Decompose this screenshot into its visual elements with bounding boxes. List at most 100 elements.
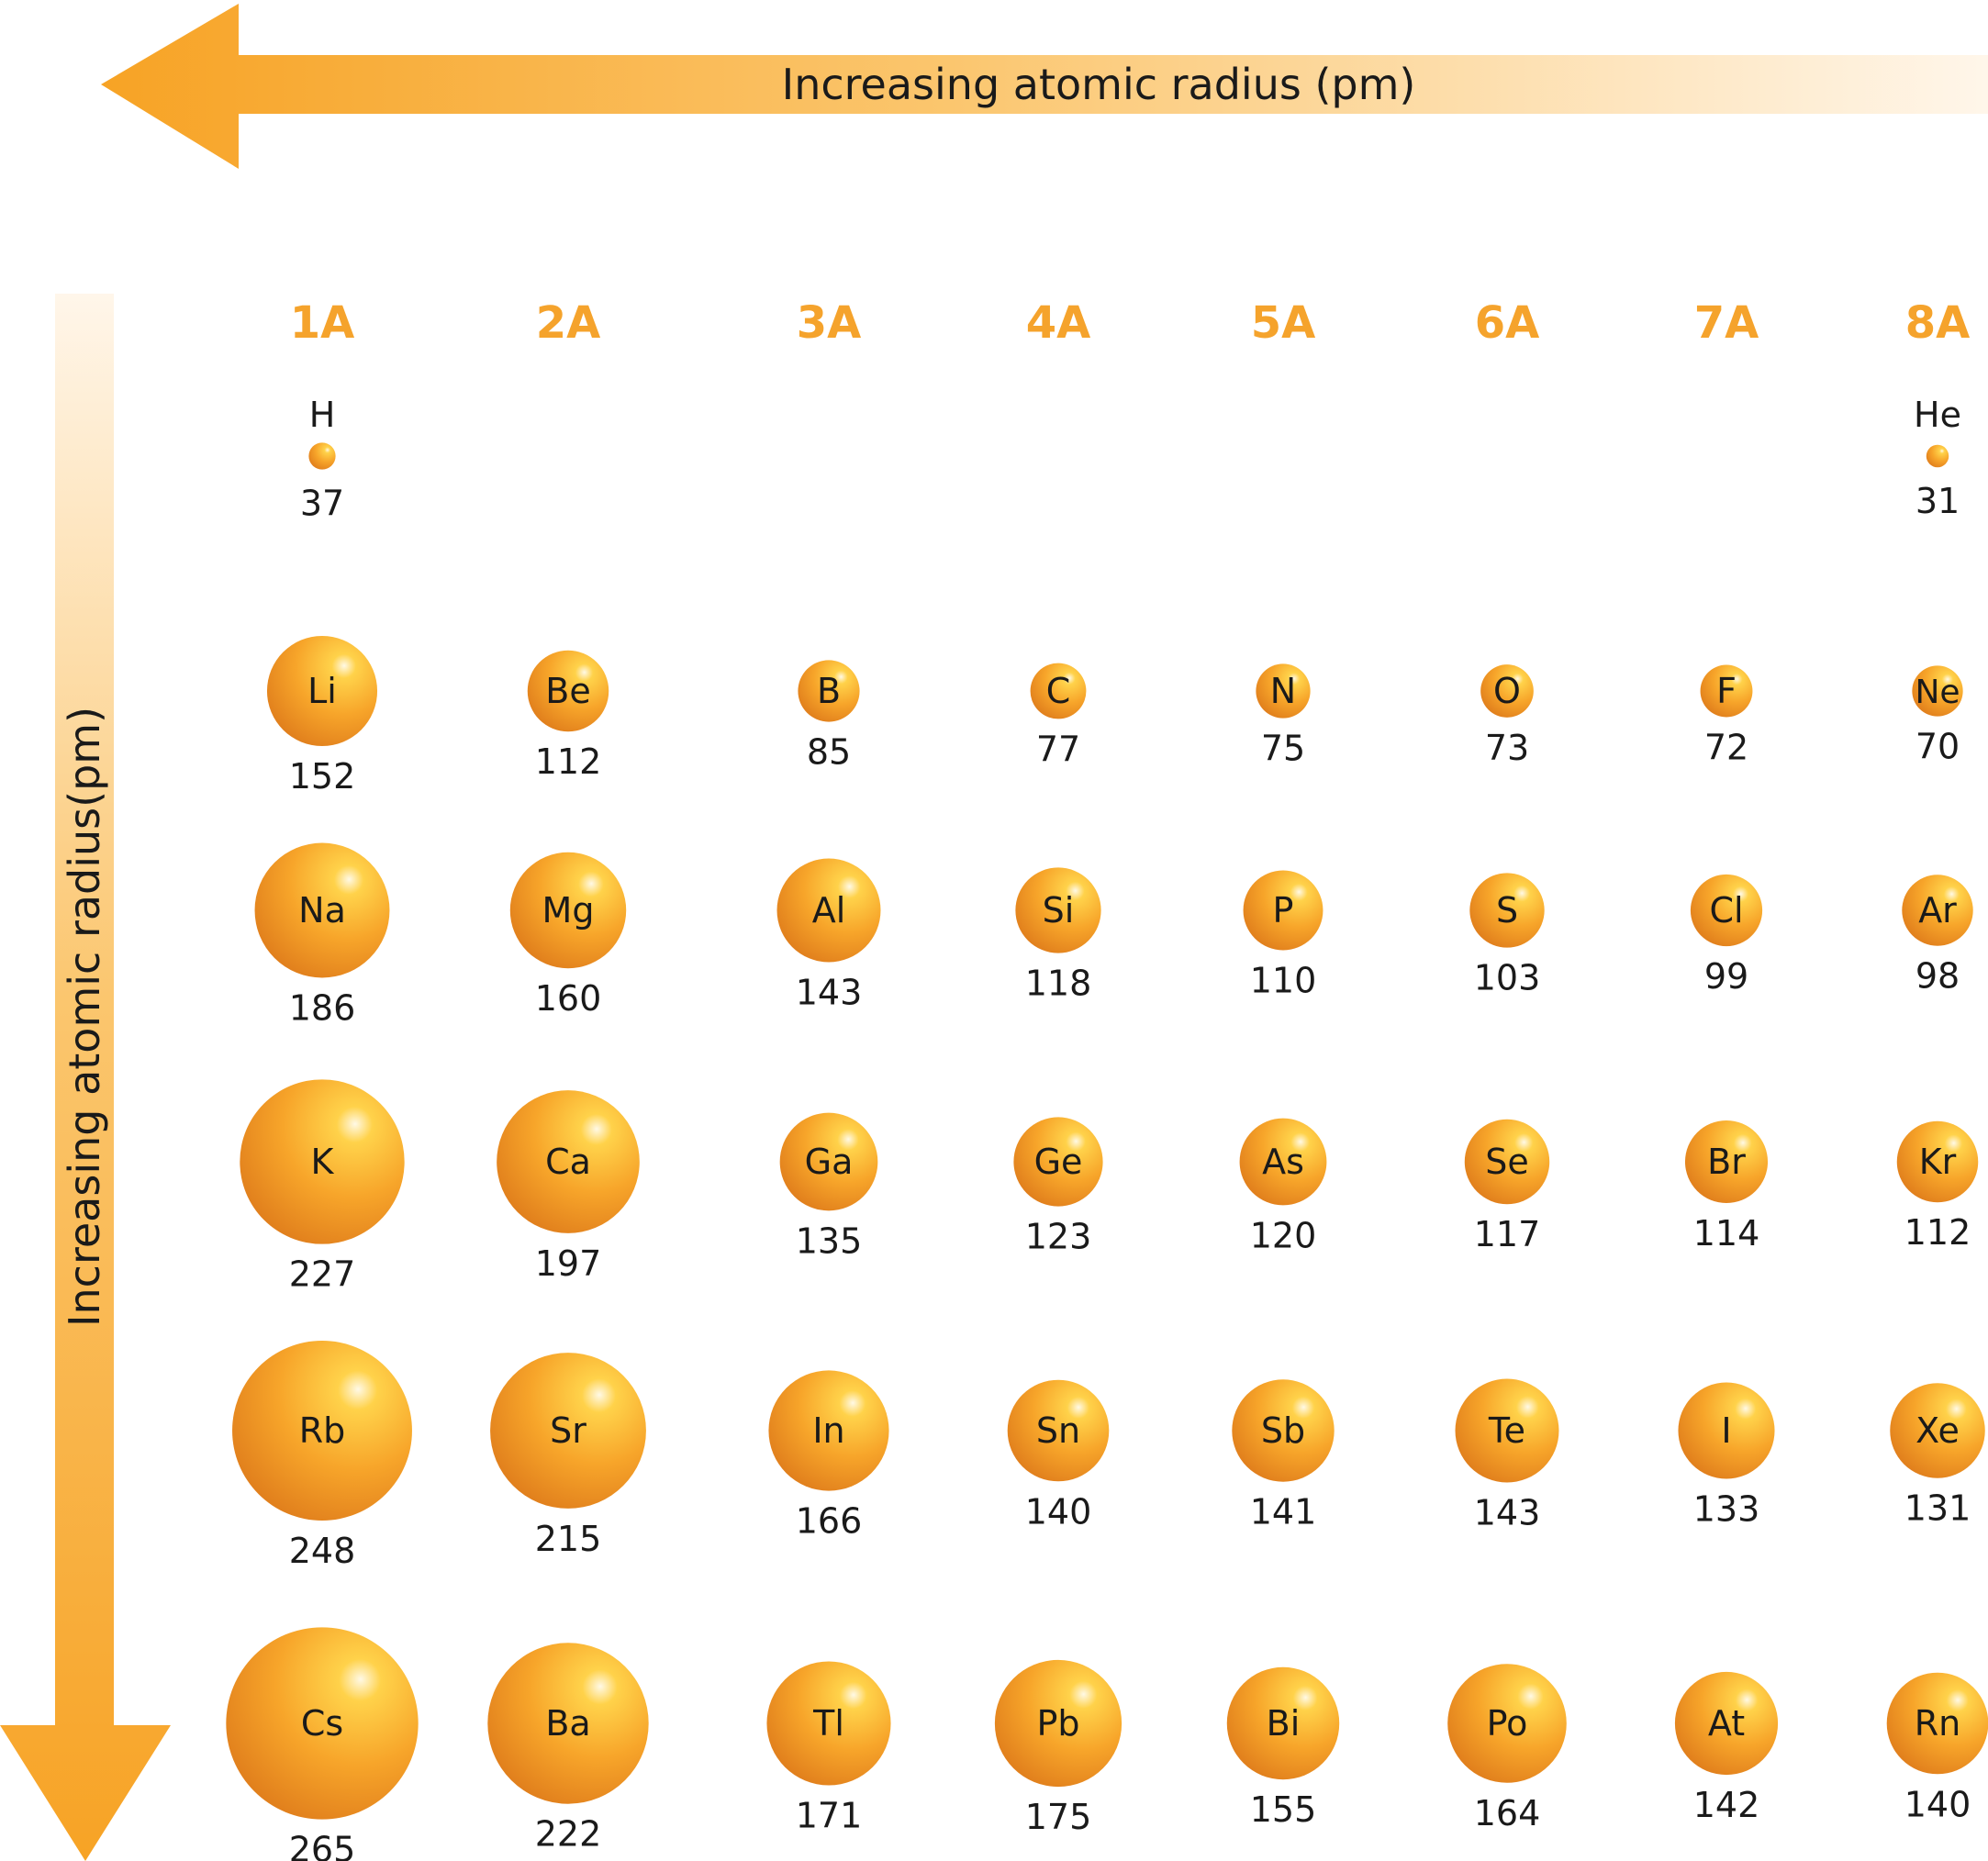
element-symbol: At — [1708, 1703, 1745, 1744]
element-radius-value: 73 — [1485, 728, 1529, 768]
element-symbol: O — [1493, 671, 1521, 711]
element-symbol: Be — [545, 671, 590, 711]
element-symbol: Br — [1707, 1142, 1746, 1182]
element-radius-value: 222 — [535, 1814, 602, 1855]
atom-sphere — [1926, 444, 1949, 468]
atom-sphere — [266, 635, 378, 747]
element-symbol: Xe — [1915, 1410, 1960, 1451]
atom-sphere — [776, 858, 881, 963]
element-symbol: Rb — [299, 1410, 346, 1451]
atom-sphere — [497, 1090, 640, 1233]
element-symbol: Sr — [550, 1410, 586, 1451]
element-symbol: F — [1716, 671, 1737, 711]
element-be: Be 112 — [527, 650, 609, 782]
element-si: Si 118 — [1015, 867, 1101, 1004]
horizontal-arrow-shape — [101, 4, 1988, 169]
element-o: O 73 — [1480, 664, 1534, 768]
element-sr: Sr 215 — [490, 1353, 646, 1559]
element-radius-value: 77 — [1036, 729, 1080, 769]
element-radius-value: 114 — [1693, 1213, 1760, 1254]
element-symbol: S — [1496, 890, 1518, 930]
element-radius-value: 186 — [289, 987, 356, 1028]
atom-sphere — [1015, 867, 1101, 953]
atom-sphere — [1239, 1118, 1327, 1206]
atom-sphere — [1030, 663, 1087, 719]
atom-sphere — [1455, 1378, 1559, 1483]
atom-sphere — [1447, 1664, 1567, 1783]
element-symbol: Kr — [1919, 1142, 1957, 1182]
element-as: As 120 — [1239, 1118, 1327, 1255]
element-symbol: Pb — [1036, 1703, 1079, 1744]
horizontal-arrow: Increasing atomic radius (pm) — [101, 4, 1988, 169]
element-ar: Ar 98 — [1902, 875, 1973, 997]
element-in: In 166 — [768, 1370, 889, 1542]
atom-sphere — [1700, 664, 1753, 718]
element-kr: Kr 112 — [1896, 1120, 1979, 1253]
element-symbol: P — [1273, 890, 1294, 930]
element-radius-value: 117 — [1474, 1214, 1541, 1254]
element-symbol: Ge — [1034, 1142, 1083, 1182]
group-label-8a: 8A — [1905, 297, 1971, 349]
element-symbol: Li — [307, 671, 337, 711]
element-symbol: Rn — [1915, 1703, 1961, 1744]
element-symbol: Si — [1043, 890, 1075, 930]
element-radius-value: 160 — [535, 978, 602, 1019]
element-te: Te 143 — [1455, 1378, 1559, 1532]
element-radius-value: 142 — [1693, 1785, 1760, 1825]
atom-sphere — [768, 1370, 889, 1491]
atom-sphere — [1890, 1383, 1985, 1478]
atom-sphere — [1232, 1379, 1335, 1482]
vertical-arrow-shape — [0, 294, 171, 1861]
element-radius-value: 123 — [1025, 1217, 1092, 1257]
element-symbol: Bi — [1267, 1703, 1301, 1744]
atom-sphere — [1256, 663, 1311, 719]
element-xe: Xe 131 — [1890, 1383, 1985, 1529]
element-symbol: He — [1914, 395, 1961, 435]
element-radius-value: 155 — [1250, 1789, 1317, 1830]
element-sb: Sb 141 — [1232, 1379, 1335, 1532]
element-symbol: Po — [1487, 1703, 1528, 1744]
element-symbol: Se — [1485, 1142, 1529, 1182]
atom-sphere — [226, 1627, 419, 1820]
element-symbol: Ba — [545, 1703, 590, 1744]
element-rn: Rn 140 — [1886, 1672, 1988, 1824]
group-label-3a: 3A — [797, 297, 862, 349]
elements-layer: H 37 He 31 Li 152 Be 112 B 85 C 77 N 75 O 73 F 72 Ne 70 Na 18… — [226, 395, 1988, 1861]
element-radius-value: 99 — [1704, 956, 1748, 997]
element-cs: Cs 265 — [226, 1627, 419, 1861]
element-symbol: C — [1046, 671, 1071, 711]
horizontal-arrow-label: Increasing atomic radius (pm) — [782, 60, 1416, 109]
element-radius-value: 70 — [1915, 727, 1960, 767]
vertical-arrow: Increasing atomic radius(pm) — [0, 294, 171, 1861]
element-sn: Sn 140 — [1007, 1379, 1110, 1532]
element-i: I 133 — [1678, 1382, 1775, 1530]
element-p: P 110 — [1243, 870, 1323, 1000]
atom-sphere — [254, 842, 390, 978]
element-k: K 227 — [240, 1079, 405, 1295]
element-radius-value: 171 — [796, 1796, 863, 1836]
element-radius-value: 141 — [1250, 1492, 1317, 1532]
element-radius-value: 103 — [1474, 958, 1541, 998]
atom-sphere — [1464, 1119, 1550, 1205]
element-radius-value: 143 — [796, 972, 863, 1012]
atom-sphere — [527, 650, 609, 732]
element-radius-value: 112 — [535, 741, 602, 782]
element-br: Br 114 — [1684, 1120, 1769, 1254]
element-bi: Bi 155 — [1226, 1666, 1340, 1830]
element-symbol: Ar — [1918, 890, 1957, 930]
atom-sphere — [1226, 1666, 1340, 1780]
atom-sphere — [1007, 1379, 1110, 1482]
element-symbol: Sb — [1261, 1410, 1305, 1451]
element-radius-value: 143 — [1474, 1492, 1541, 1532]
atom-sphere — [1912, 665, 1963, 717]
element-po: Po 164 — [1447, 1664, 1567, 1833]
element-symbol: H — [309, 395, 336, 435]
atom-sphere — [1469, 873, 1545, 948]
element-radius-value: 164 — [1474, 1793, 1541, 1833]
element-s: S 103 — [1469, 873, 1545, 998]
element-symbol: I — [1721, 1410, 1731, 1451]
group-label-4a: 4A — [1026, 297, 1091, 349]
element-radius-value: 120 — [1250, 1215, 1317, 1255]
